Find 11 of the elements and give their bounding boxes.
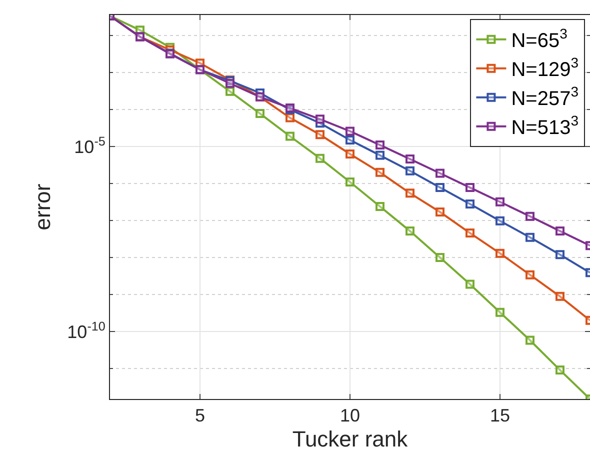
y-tick-label: 10$^{-5}$ bbox=[74, 134, 106, 157]
legend-label: N=65$^{3}$ bbox=[511, 26, 568, 52]
legend-label: N=129$^{3}$ bbox=[511, 54, 579, 82]
x-tick-label: 15 bbox=[490, 406, 510, 426]
x-axis-title: Tucker rank bbox=[292, 426, 409, 452]
legend-label: N=257$^{3}$ bbox=[511, 84, 579, 110]
y-tick-label: 10$^{-10}$ bbox=[67, 319, 106, 342]
y-axis-title: error bbox=[30, 184, 55, 230]
x-tick-label: 5 bbox=[194, 406, 206, 426]
x-tick-label: 10 bbox=[340, 406, 360, 426]
legend-label: N=513$^{3}$ bbox=[511, 112, 579, 140]
